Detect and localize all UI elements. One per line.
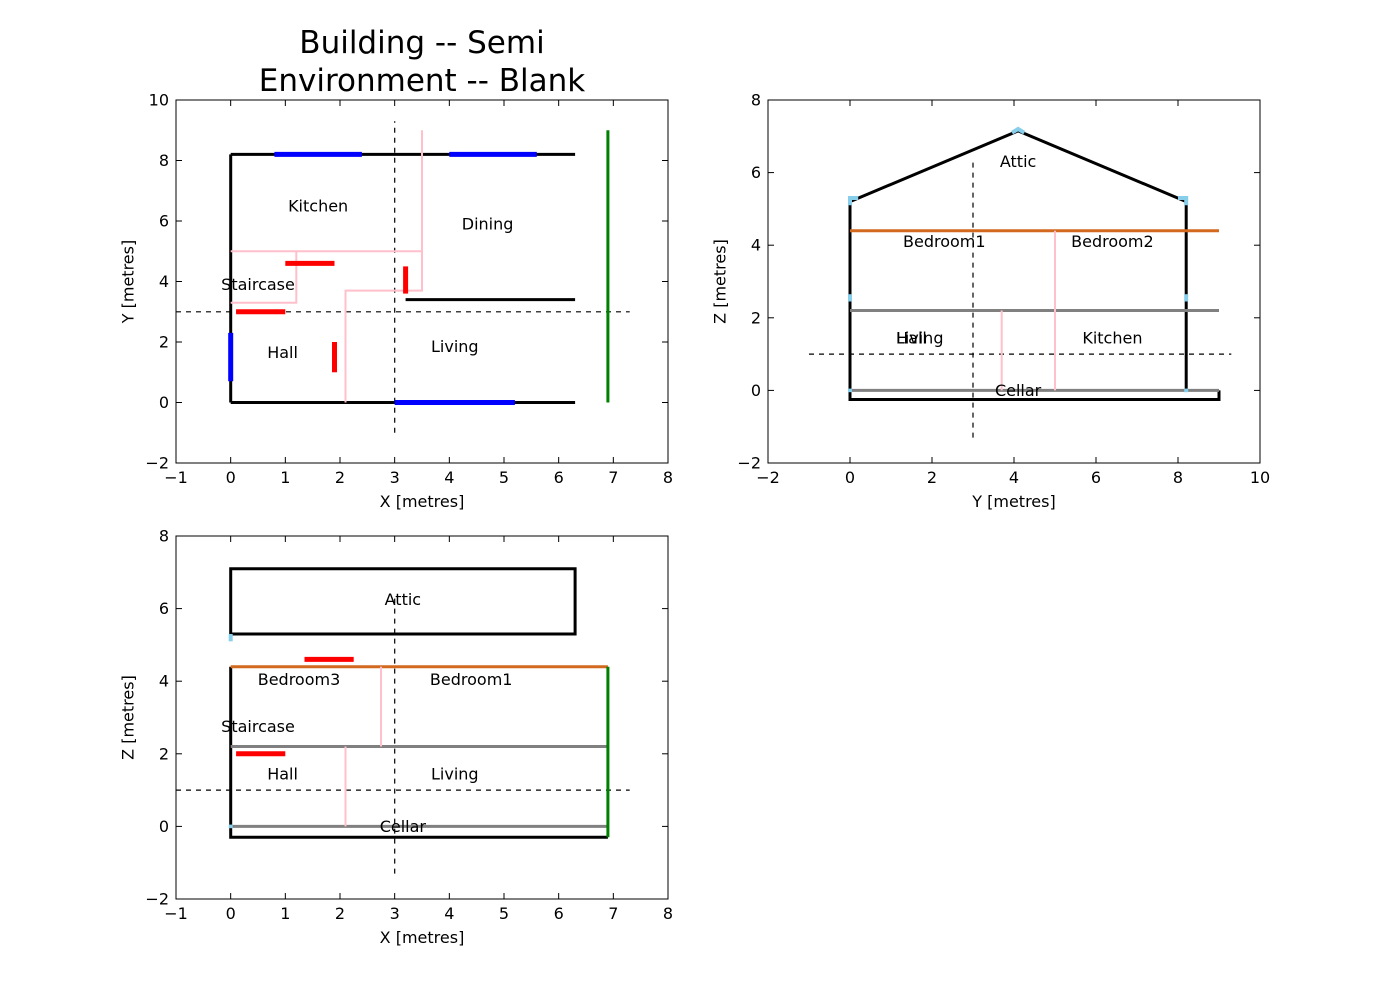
wall-line <box>229 567 577 636</box>
y-tick-label: 6 <box>751 163 761 182</box>
partition-line <box>344 130 423 403</box>
y-tick-label: 10 <box>149 91 169 110</box>
x-tick-label: 1 <box>280 904 290 923</box>
room-label: Cellar <box>995 381 1042 400</box>
x-tick-label: 7 <box>608 468 618 487</box>
x-tick-label: 6 <box>554 904 564 923</box>
y-tick-label: 4 <box>159 272 169 291</box>
y-tick-label: 2 <box>159 744 169 763</box>
x-tick-label: 6 <box>554 468 564 487</box>
vertex-line <box>848 196 859 206</box>
y-tick-label: 6 <box>159 212 169 231</box>
room-label: Hall <box>267 343 298 362</box>
x-tick-label: 5 <box>499 468 509 487</box>
y-tick-label: 4 <box>751 236 761 255</box>
y-tick-label: 8 <box>751 91 761 110</box>
room-label: Kitchen <box>288 196 348 215</box>
y-tick-label: 6 <box>159 599 169 618</box>
partition-line <box>230 251 298 304</box>
room-label: Staircase <box>221 717 295 736</box>
y-tick-label: 4 <box>159 672 169 691</box>
x-tick-label: 6 <box>1091 468 1101 487</box>
x-tick-label: −2 <box>756 468 780 487</box>
axes-frame <box>175 535 669 900</box>
y-axis-label: Z [metres] <box>711 239 730 324</box>
x-tick-label: 5 <box>499 904 509 923</box>
room-label: Attic <box>385 590 421 609</box>
figure-title-line1: Building -- Semi <box>299 25 545 61</box>
room-label: Cellar <box>380 817 427 836</box>
y-tick-label: 8 <box>159 151 169 170</box>
room-label: Living <box>431 764 479 783</box>
room-label: Bedroom3 <box>258 670 341 689</box>
y-axis-label: Z [metres] <box>119 675 138 760</box>
room-label: Living <box>431 337 479 356</box>
x-tick-label: 8 <box>663 468 673 487</box>
x-tick-label: 2 <box>927 468 937 487</box>
x-tick-label: −1 <box>164 468 188 487</box>
plot-area: Kitchen Dining Staircase Hall Living <box>176 121 630 433</box>
y-tick-label: 0 <box>159 817 169 836</box>
vertex-line <box>1178 196 1189 206</box>
plot-area: Attic Bedroom3 Bedroom1 Staircase Hall Living… <box>176 567 630 874</box>
x-tick-label: 0 <box>226 904 236 923</box>
y-tick-label: 8 <box>159 527 169 546</box>
room-label: Dining <box>462 215 514 234</box>
x-tick-label: 2 <box>335 468 345 487</box>
x-axis-label: X [metres] <box>380 928 465 947</box>
x-tick-label: 1 <box>280 468 290 487</box>
wall-line <box>229 666 608 839</box>
room-label: Hall <box>267 764 298 783</box>
x-tick-label: 4 <box>1009 468 1019 487</box>
room-label: Bedroom2 <box>1071 232 1154 251</box>
x-tick-label: 4 <box>444 468 454 487</box>
x-tick-label: 8 <box>1173 468 1183 487</box>
room-label: Bedroom1 <box>903 232 986 251</box>
y-tick-label: −2 <box>737 454 761 473</box>
room-label: Hall <box>896 328 927 347</box>
figure-title-line2: Environment -- Blank <box>258 63 586 99</box>
x-tick-label: 10 <box>1250 468 1270 487</box>
x-axis-label: Y [metres] <box>971 492 1055 511</box>
room-label: Bedroom1 <box>430 670 513 689</box>
room-label: Staircase <box>221 275 295 294</box>
x-tick-label: 0 <box>226 468 236 487</box>
y-tick-label: 2 <box>751 308 761 327</box>
y-tick-label: 2 <box>159 333 169 352</box>
room-label: Attic <box>1000 152 1036 171</box>
room-label: Living <box>896 328 944 347</box>
y-tick-label: −2 <box>145 454 169 473</box>
x-tick-label: 3 <box>390 468 400 487</box>
x-tick-label: 0 <box>845 468 855 487</box>
x-tick-label: 8 <box>663 904 673 923</box>
x-tick-label: 4 <box>444 904 454 923</box>
x-tick-label: −1 <box>164 904 188 923</box>
y-axis-label: Y [metres] <box>119 240 138 324</box>
y-tick-label: 0 <box>159 393 169 412</box>
x-tick-label: 7 <box>608 904 618 923</box>
x-tick-label: 2 <box>335 904 345 923</box>
x-axis-label: X [metres] <box>380 492 465 511</box>
y-tick-label: 0 <box>751 381 761 400</box>
y-tick-label: −2 <box>145 890 169 909</box>
x-tick-label: 3 <box>390 904 400 923</box>
room-label: Kitchen <box>1082 328 1142 347</box>
vertex-line <box>1010 126 1026 135</box>
